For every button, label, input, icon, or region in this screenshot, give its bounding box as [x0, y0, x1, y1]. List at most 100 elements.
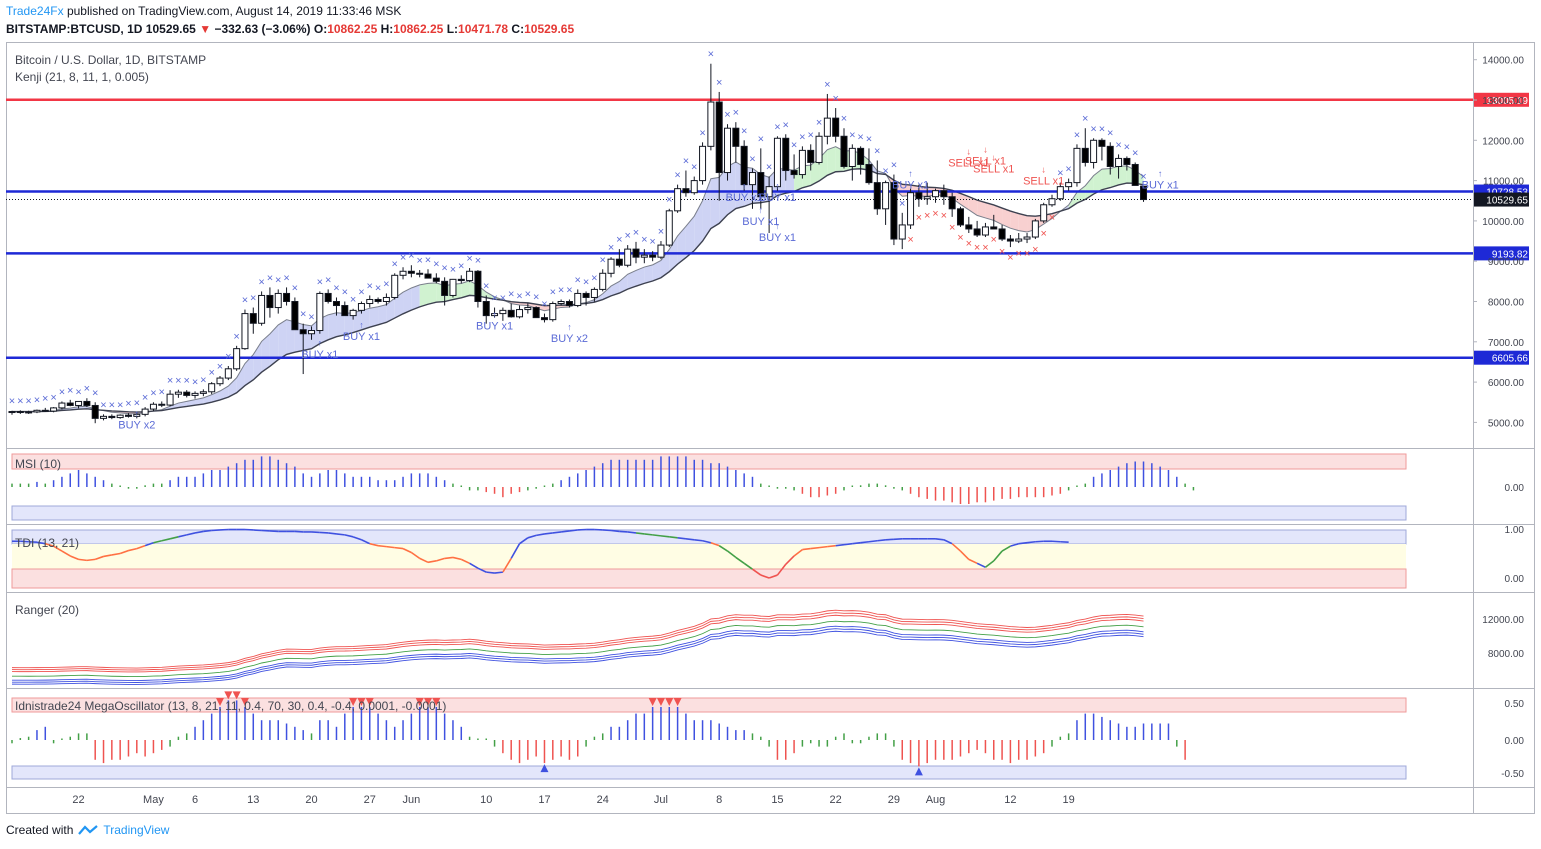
tdi-line-segment [710, 541, 720, 547]
buy-marker-icon: × [699, 127, 705, 139]
buy-marker-icon: × [317, 276, 323, 288]
mega-sell-triangle-icon [415, 698, 424, 706]
buy-arrow-icon: ↑ [318, 338, 323, 348]
price-tick-label: 8000.00 [1488, 298, 1525, 309]
candle-body [1081, 147, 1089, 163]
candle-body [1115, 157, 1123, 167]
buy-signal-label: BUY x1 [892, 180, 929, 192]
kenji-cloud-segment [278, 319, 287, 360]
tdi-line-segment [1010, 542, 1019, 547]
last-price: 10529.65 [145, 22, 196, 36]
sell-marker-icon: × [1032, 244, 1038, 256]
buy-marker-icon: × [109, 399, 115, 411]
open-label: O: [313, 22, 328, 36]
main-legend-title: Bitcoin / U.S. Dollar, 1D, BITSTAMP [15, 53, 206, 67]
publisher-name[interactable]: Trade24Fx [6, 4, 64, 18]
tdi-pane[interactable] [12, 528, 1069, 579]
tdi-line-segment [53, 545, 63, 552]
buy-arrow-icon: ↑ [492, 310, 497, 320]
tdi-line-segment [702, 539, 712, 544]
tdi-line-segment [727, 550, 737, 559]
buy-marker-icon: × [1107, 127, 1113, 139]
kenji-cloud-segment [1076, 185, 1086, 204]
candle-body [724, 127, 732, 174]
buy-signal-label: BUY x1 [343, 331, 380, 343]
candle-body [1140, 185, 1148, 201]
time-tick-label: 13 [247, 794, 259, 806]
sell-marker-icon: × [1040, 228, 1046, 240]
tdi-line-segment [935, 538, 944, 541]
resistance-level-tag [1474, 92, 1529, 107]
candle-body [416, 272, 424, 275]
high-label: H: [380, 22, 394, 36]
kenji-cloud-segment [960, 193, 969, 210]
tdi-lower-zone [11, 568, 1407, 589]
buy-marker-icon: × [758, 133, 764, 145]
buy-marker-icon: × [175, 375, 181, 387]
mega-sell-triangle-icon [656, 698, 665, 706]
kenji-cloud-segment [985, 202, 994, 221]
kenji-cloud-segment [827, 146, 836, 176]
ranger-lower-mid-line [11, 628, 1144, 683]
kenji-cloud-segment [253, 341, 262, 380]
candle-body [249, 313, 257, 324]
candle-body [199, 391, 207, 394]
symbol: BITSTAMP:BTCUSD, 1D [6, 22, 143, 36]
mega-sell-triangle-icon [349, 698, 358, 706]
kenji-cloud-segment [710, 177, 720, 229]
candle-body [773, 137, 781, 188]
time-tick-label: 10 [480, 794, 492, 806]
mega-sell-triangle-icon [357, 698, 366, 706]
main-pane[interactable]: × × × × × × × × × × ×× × × × × × × ×× × × × ×××××× ×× × × ××× ×× ××… [6, 49, 1473, 432]
buy-marker-icon: × [225, 351, 231, 363]
sell-signal-label: SELL x1 [965, 155, 1006, 167]
tdi-line-segment [943, 539, 953, 545]
tradingview-link[interactable]: TradingView [103, 823, 170, 837]
tdi-line-segment [136, 544, 146, 550]
sell-marker-icon: × [974, 242, 980, 254]
buy-marker-icon: × [258, 276, 264, 288]
tdi-line-segment [1001, 545, 1011, 552]
mega-sell-triangle-icon [232, 691, 241, 700]
buy-marker-icon: × [92, 387, 98, 399]
buy-marker-icon: × [233, 331, 239, 343]
buy-marker-icon: × [799, 131, 805, 143]
candle-body [466, 270, 474, 282]
buy-marker-icon: × [400, 252, 406, 264]
tdi-line-segment [644, 533, 653, 536]
candle-body [690, 180, 698, 194]
ranger-pane[interactable] [11, 609, 1144, 685]
buy-marker-icon: × [1082, 113, 1088, 125]
tdi-line-segment [519, 537, 529, 545]
tdi-line-segment [718, 544, 728, 552]
candle-body [1031, 220, 1039, 238]
candle-body [474, 270, 482, 302]
time-tick-label: Jun [402, 794, 420, 806]
kenji-cloud-segment [627, 270, 636, 290]
buy-marker-icon: × [1140, 171, 1146, 183]
msi-pane[interactable] [11, 456, 1195, 504]
candle-body [166, 393, 174, 406]
kenji-cloud-segment [619, 274, 628, 294]
buy-marker-icon: × [874, 145, 880, 157]
buy-marker-icon: × [741, 125, 747, 137]
close-value: 10529.65 [524, 22, 575, 36]
time-tick-label: 22 [72, 794, 84, 806]
candle-body [1098, 139, 1106, 147]
buy-marker-icon: × [608, 242, 614, 254]
tdi-line-segment [486, 571, 495, 574]
candle-body [624, 248, 632, 266]
candle-body [141, 408, 149, 415]
candle-body [665, 210, 673, 246]
buy-marker-icon: × [308, 311, 314, 323]
time-tick-label: 15 [771, 794, 783, 806]
candle-body [216, 377, 224, 385]
sell-marker-icon: × [966, 238, 972, 250]
mega-pane[interactable] [11, 691, 1186, 776]
tdi-line-segment [510, 543, 521, 559]
buy-marker-icon: × [791, 139, 797, 151]
candle-body [932, 190, 940, 198]
sell-marker-icon: × [916, 212, 922, 224]
buy-marker-icon: × [891, 160, 897, 172]
